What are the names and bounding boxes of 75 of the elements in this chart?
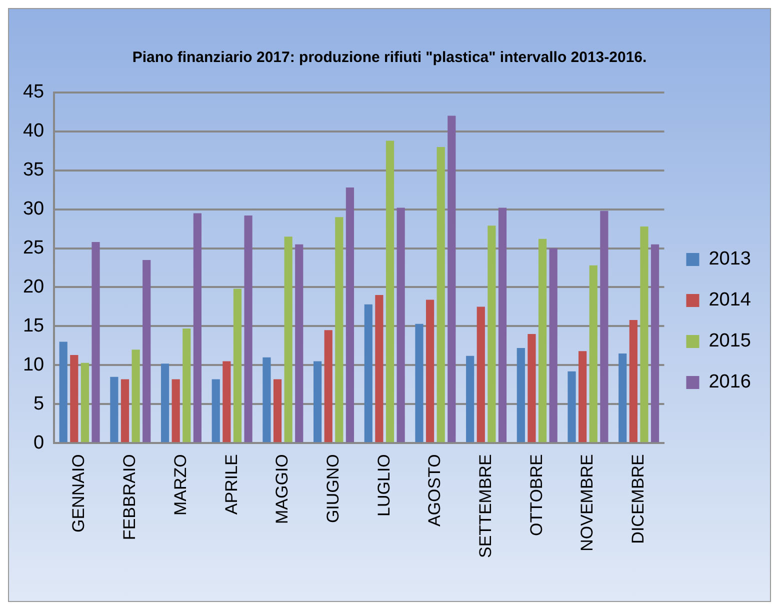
legend-label: 2013 xyxy=(708,248,752,270)
bar xyxy=(396,208,405,442)
bar xyxy=(92,242,100,442)
x-tick-label: DICEMBRE xyxy=(628,454,648,544)
bar xyxy=(346,187,354,442)
legend-label: 2016 xyxy=(708,372,752,393)
y-tick-label: 0 xyxy=(34,432,44,454)
bar xyxy=(59,342,68,442)
y-tick-label: 25 xyxy=(22,238,44,258)
bar xyxy=(324,330,332,442)
bar xyxy=(568,371,576,442)
x-tick-label: GIUGNO xyxy=(323,454,342,524)
y-tick-label: 30 xyxy=(22,198,44,220)
y-tick-label: 10 xyxy=(22,354,44,376)
bar xyxy=(120,379,130,442)
bar xyxy=(618,353,627,442)
bar xyxy=(80,362,90,442)
bar xyxy=(549,248,558,442)
x-tick-label: APRILE xyxy=(222,454,241,515)
y-tick-label: 15 xyxy=(22,315,44,336)
bar xyxy=(650,244,660,442)
bar xyxy=(386,140,394,442)
x-tick-label: NOVEMBRE xyxy=(578,454,597,552)
bar xyxy=(629,320,638,442)
bar xyxy=(640,226,648,442)
bar xyxy=(284,236,292,442)
bar xyxy=(160,364,170,442)
bar xyxy=(476,306,485,442)
y-tick-label: 20 xyxy=(22,276,44,298)
y-tick-label: 40 xyxy=(22,120,44,142)
x-tick-label: OTTOBRE xyxy=(526,454,546,536)
bar xyxy=(182,328,191,442)
bar xyxy=(415,324,424,442)
bar xyxy=(172,379,180,442)
y-tick-label: 35 xyxy=(22,160,44,181)
bar xyxy=(364,304,372,442)
bar xyxy=(193,213,202,442)
bar xyxy=(528,334,536,442)
bar xyxy=(516,348,525,442)
bar xyxy=(233,288,242,442)
bar xyxy=(589,265,598,442)
legend-label: 2015 xyxy=(708,330,752,352)
bar xyxy=(488,226,496,442)
bar xyxy=(295,244,304,442)
bar xyxy=(70,355,78,442)
bar xyxy=(578,351,587,442)
bar xyxy=(466,356,474,442)
x-tick-label: GENNAIO xyxy=(69,454,88,533)
bar xyxy=(244,216,252,442)
bar xyxy=(262,357,271,442)
bar xyxy=(314,361,322,442)
bar xyxy=(436,146,445,442)
bar xyxy=(498,208,507,442)
bar xyxy=(110,376,118,442)
bar xyxy=(222,361,231,442)
chart-title: Piano finanziario 2017: produzione rifiuti "plastica" intervallo 2013-2016. xyxy=(131,48,648,68)
y-tick-label: 5 xyxy=(34,393,44,414)
bar xyxy=(132,350,140,442)
x-tick-label: AGOSTO xyxy=(425,454,444,527)
legend-label: 2014 xyxy=(708,290,752,311)
x-tick-label: SETTEMBRE xyxy=(476,454,495,558)
bar xyxy=(600,210,608,442)
x-tick-label: MAGGIO xyxy=(272,454,292,524)
bar xyxy=(142,260,151,442)
bar xyxy=(375,295,384,442)
x-tick-label: LUGLIO xyxy=(374,454,394,516)
bar xyxy=(335,217,344,442)
bar xyxy=(538,238,547,442)
bar xyxy=(212,379,220,442)
bar xyxy=(448,116,456,442)
bar xyxy=(426,300,434,442)
bar xyxy=(273,379,282,442)
x-tick-label: MARZO xyxy=(170,454,190,516)
y-tick-label: 45 xyxy=(22,82,44,103)
x-tick-label: FEBBRAIO xyxy=(120,454,140,540)
